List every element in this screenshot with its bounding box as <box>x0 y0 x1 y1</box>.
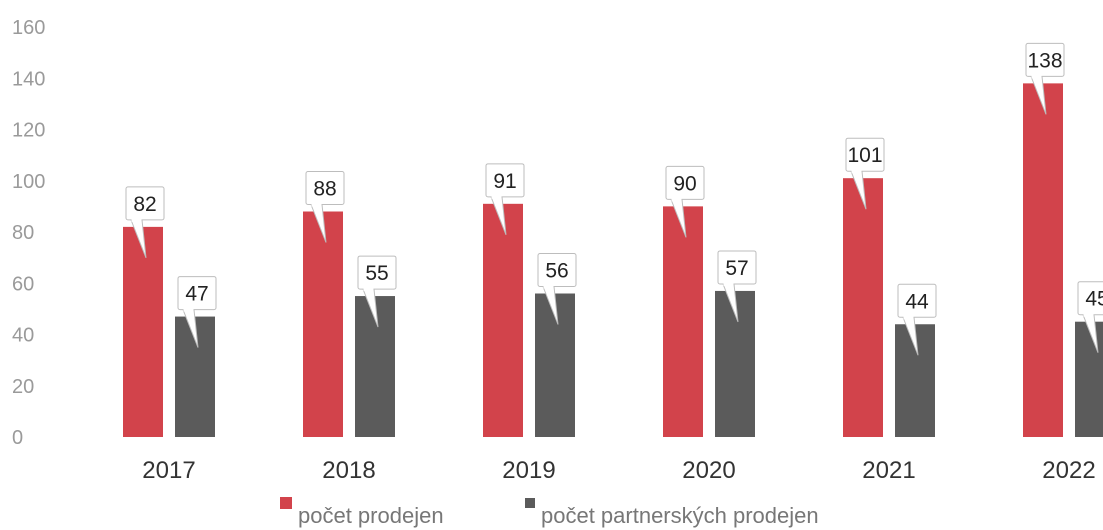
y-tick-label: 120 <box>12 120 45 142</box>
data-label-2020-series-0: 90 <box>673 172 696 195</box>
data-label-2021-series-0: 101 <box>847 144 882 167</box>
data-label-2017-series-0: 82 <box>133 193 156 216</box>
data-label-box <box>1077 281 1103 316</box>
data-label-box <box>1025 42 1065 77</box>
y-tick-label: 20 <box>12 376 34 398</box>
data-label-2021-series-1: 44 <box>905 290 929 313</box>
x-category-label: 2017 <box>142 457 195 484</box>
legend-label-series-0: počet prodejen <box>298 503 444 528</box>
data-label-box <box>357 255 397 290</box>
x-category-label: 2022 <box>1042 457 1095 484</box>
data-label-joint <box>363 288 374 292</box>
y-tick-label: 100 <box>12 171 45 193</box>
data-label-joint <box>1031 75 1042 79</box>
bar-2019-series-0 <box>483 203 523 437</box>
y-tick-label: 0 <box>12 427 23 449</box>
data-label-joint <box>183 308 194 312</box>
data-label-joint <box>543 285 554 289</box>
x-category-label: 2019 <box>502 457 555 484</box>
data-label-joint <box>723 282 734 286</box>
data-label-joint <box>1083 313 1094 317</box>
x-category-label: 2021 <box>862 457 915 484</box>
y-tick-label: 80 <box>12 222 34 244</box>
data-label-box <box>537 253 577 287</box>
data-label-box <box>177 276 217 311</box>
bar-2017-series-0 <box>123 226 163 437</box>
data-label-box <box>125 186 165 221</box>
data-label-2019-series-1: 56 <box>545 260 568 283</box>
y-tick-label: 60 <box>12 273 34 295</box>
legend-label-series-1: počet partnerských prodejen <box>541 503 819 528</box>
data-label-2022-series-1: 45 <box>1085 288 1103 311</box>
legend-marker-series-0 <box>280 497 292 509</box>
legend-marker-series-1 <box>525 498 535 508</box>
data-label-box <box>485 163 525 198</box>
y-tick-label: 140 <box>12 68 45 90</box>
x-category-label: 2020 <box>682 457 735 484</box>
data-label-2018-series-1: 55 <box>365 262 388 285</box>
data-label-box <box>665 165 705 200</box>
x-category-label: 2018 <box>322 457 375 484</box>
data-label-joint <box>491 195 502 199</box>
data-label-2022-series-0: 138 <box>1027 49 1062 72</box>
data-label-box <box>845 137 885 172</box>
data-label-2019-series-0: 91 <box>493 170 516 193</box>
data-label-joint <box>851 170 862 174</box>
bar-2018-series-0 <box>303 211 343 437</box>
y-tick-label: 40 <box>12 325 34 347</box>
data-label-2017-series-1: 47 <box>185 283 208 306</box>
bar-2022-series-1 <box>1075 321 1103 437</box>
data-label-2020-series-1: 57 <box>725 257 748 280</box>
data-label-joint <box>311 203 322 207</box>
data-label-joint <box>903 316 914 320</box>
data-label-box <box>897 283 937 318</box>
data-label-joint <box>131 218 142 222</box>
bar-2022-series-0 <box>1023 83 1063 437</box>
bar-2021-series-0 <box>843 178 883 437</box>
bar-2020-series-0 <box>663 206 703 437</box>
data-label-2018-series-0: 88 <box>313 178 336 201</box>
data-label-joint <box>671 198 682 202</box>
data-label-box <box>717 250 757 285</box>
data-label-box <box>305 171 345 205</box>
y-tick-label: 160 <box>12 17 45 39</box>
